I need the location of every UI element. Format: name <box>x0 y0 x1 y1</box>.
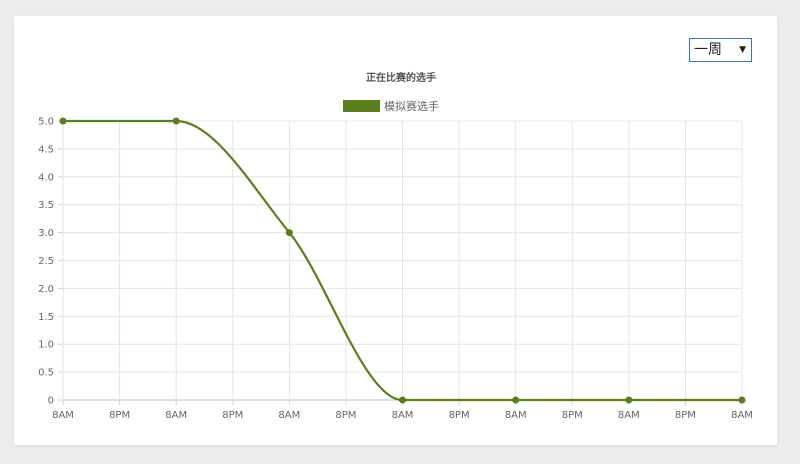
y-tick-label: 4.0 <box>38 172 54 183</box>
y-tick-label: 3.5 <box>38 200 54 211</box>
chevron-down-icon: ▼ <box>739 45 746 55</box>
x-tick-label: 8AM <box>505 410 527 421</box>
chart-title: 正在比赛的选手 <box>366 71 436 84</box>
legend-label: 模拟赛选手 <box>384 99 439 113</box>
x-tick-label: 8AM <box>392 410 414 421</box>
legend-swatch <box>343 100 380 112</box>
x-tick-label: 8PM <box>675 410 696 421</box>
x-tick-label: 8PM <box>335 410 356 421</box>
y-tick-label: 1.5 <box>38 312 54 323</box>
data-point[interactable] <box>285 229 293 237</box>
data-point[interactable] <box>59 117 67 125</box>
y-tick-label: 2.0 <box>38 284 54 295</box>
x-tick-label: 8PM <box>109 410 130 421</box>
data-point[interactable] <box>625 396 633 404</box>
y-tick-label: 2.5 <box>38 256 54 267</box>
range-select[interactable]: 一周 ▼ <box>689 38 752 62</box>
y-tick-label: 0.5 <box>38 368 54 379</box>
data-point[interactable] <box>172 117 180 125</box>
x-tick-label: 8AM <box>278 410 300 421</box>
x-tick-label: 8PM <box>222 410 243 421</box>
y-tick-label: 4.5 <box>38 144 54 155</box>
x-tick-label: 8AM <box>165 410 187 421</box>
data-point[interactable] <box>399 396 406 404</box>
range-select-value: 一周 <box>694 42 722 58</box>
data-point[interactable] <box>512 396 520 404</box>
x-tick-label: 8PM <box>562 410 583 421</box>
x-tick-label: 8AM <box>618 410 640 421</box>
y-tick-label: 5.0 <box>38 117 54 128</box>
y-tick-label: 0 <box>48 396 54 407</box>
x-tick-label: 8PM <box>449 410 470 421</box>
data-point[interactable] <box>738 396 746 404</box>
x-tick-label: 8AM <box>52 410 74 421</box>
y-tick-label: 1.0 <box>38 340 54 351</box>
x-tick-label: 8AM <box>731 410 753 421</box>
chart-card: 一周 ▼ <box>14 16 777 445</box>
y-tick-label: 3.0 <box>38 228 54 239</box>
